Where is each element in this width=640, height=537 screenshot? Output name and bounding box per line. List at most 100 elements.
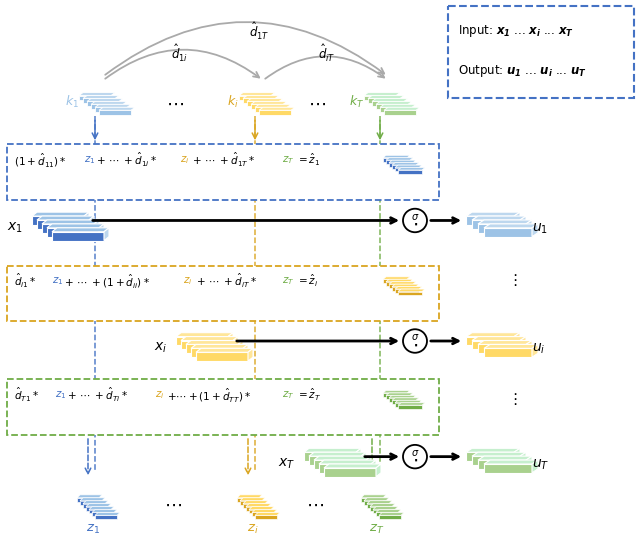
Polygon shape — [89, 506, 114, 510]
Bar — [478, 460, 526, 469]
Polygon shape — [392, 284, 419, 287]
Bar — [478, 224, 526, 233]
Text: $\sigma$: $\sigma$ — [411, 212, 419, 222]
Text: $\sigma$: $\sigma$ — [411, 448, 419, 458]
Text: $u_1$: $u_1$ — [532, 221, 548, 236]
Text: $\hat{d}_{1i}$: $\hat{d}_{1i}$ — [172, 43, 189, 64]
Text: $+\cdots+(1+\hat{d}_{TT})*$: $+\cdots+(1+\hat{d}_{TT})*$ — [167, 386, 251, 404]
Bar — [398, 170, 422, 174]
Bar — [380, 107, 412, 112]
Bar — [389, 163, 413, 166]
Bar — [472, 220, 520, 229]
Text: $z_i$: $z_i$ — [155, 389, 164, 401]
Polygon shape — [526, 340, 532, 353]
Bar — [176, 337, 228, 345]
Text: $+\ \cdots\ +\hat{d}_{1T}*$: $+\ \cdots\ +\hat{d}_{1T}*$ — [192, 151, 255, 169]
Bar — [95, 516, 117, 519]
Bar — [364, 500, 386, 505]
Bar — [383, 158, 407, 162]
Bar — [181, 340, 233, 350]
Text: $x_1$: $x_1$ — [7, 220, 23, 235]
Bar — [398, 292, 422, 295]
Polygon shape — [251, 101, 287, 104]
Bar — [243, 504, 265, 507]
Bar — [319, 464, 371, 473]
Text: $\cdot$: $\cdot$ — [412, 215, 418, 234]
Polygon shape — [386, 158, 413, 160]
Polygon shape — [386, 279, 413, 282]
Polygon shape — [239, 92, 275, 96]
Polygon shape — [484, 460, 538, 464]
Polygon shape — [466, 212, 520, 216]
Text: Input: $\bfit{x}_1$ ... $\bfit{x}_i$ ... $\bfit{x}_T$: Input: $\bfit{x}_1$ ... $\bfit{x}_i$ ...… — [458, 23, 574, 39]
Polygon shape — [52, 228, 109, 232]
Bar — [386, 160, 410, 164]
Polygon shape — [367, 500, 392, 504]
Text: $\cdots$: $\cdots$ — [164, 496, 182, 514]
Polygon shape — [514, 448, 520, 461]
Polygon shape — [364, 498, 389, 500]
Polygon shape — [314, 456, 371, 460]
Text: $\cdots$: $\cdots$ — [306, 496, 324, 514]
Polygon shape — [478, 456, 532, 460]
Bar — [309, 456, 361, 465]
Bar — [237, 498, 259, 502]
Bar — [472, 456, 520, 465]
Text: $z_1$: $z_1$ — [55, 389, 67, 401]
Polygon shape — [478, 220, 532, 224]
FancyBboxPatch shape — [7, 144, 439, 200]
Polygon shape — [376, 101, 412, 104]
Text: $z_i$: $z_i$ — [247, 523, 259, 536]
Bar — [42, 224, 94, 233]
Bar — [395, 289, 419, 293]
Polygon shape — [237, 495, 262, 498]
Bar — [392, 400, 416, 404]
Text: $z_T$: $z_T$ — [282, 275, 294, 287]
Polygon shape — [520, 452, 526, 465]
Polygon shape — [466, 448, 520, 452]
Polygon shape — [371, 460, 376, 473]
Text: $\hat{d}_{iT}$: $\hat{d}_{iT}$ — [318, 43, 336, 64]
Text: $=\hat{z}_1$: $=\hat{z}_1$ — [296, 151, 320, 168]
Text: $\hat{d}_{i1}*$: $\hat{d}_{i1}*$ — [14, 272, 36, 291]
Polygon shape — [532, 344, 538, 357]
Bar — [379, 516, 401, 519]
Polygon shape — [92, 510, 117, 512]
Polygon shape — [91, 101, 127, 104]
Polygon shape — [255, 512, 280, 516]
Polygon shape — [386, 393, 413, 395]
Polygon shape — [532, 224, 538, 237]
Text: $k_1$: $k_1$ — [65, 94, 79, 110]
Text: $+\ \cdots\ +\hat{d}_{1i}*$: $+\ \cdots\ +\hat{d}_{1i}*$ — [96, 151, 157, 169]
Text: $z_T$: $z_T$ — [282, 154, 294, 165]
Bar — [466, 337, 514, 345]
Text: $k_T$: $k_T$ — [349, 94, 364, 110]
Text: $z_1$: $z_1$ — [52, 275, 63, 287]
Polygon shape — [532, 460, 538, 473]
Text: $u_T$: $u_T$ — [532, 458, 549, 471]
Bar — [484, 228, 532, 237]
Polygon shape — [384, 107, 420, 110]
Bar — [99, 110, 131, 115]
Text: $\vdots$: $\vdots$ — [507, 272, 517, 288]
Polygon shape — [87, 98, 123, 101]
Polygon shape — [392, 163, 419, 165]
Polygon shape — [319, 460, 376, 464]
Bar — [384, 110, 416, 115]
Text: $=\hat{z}_T$: $=\hat{z}_T$ — [296, 387, 321, 403]
Polygon shape — [392, 398, 419, 400]
Text: $\cdot$: $\cdot$ — [412, 451, 418, 470]
Polygon shape — [309, 452, 366, 456]
Circle shape — [403, 445, 427, 468]
Bar — [368, 98, 400, 104]
Polygon shape — [389, 160, 416, 163]
Polygon shape — [99, 107, 135, 110]
Bar — [398, 405, 422, 409]
Polygon shape — [104, 228, 109, 241]
Text: $(1+\hat{d}_{11})*$: $(1+\hat{d}_{11})*$ — [14, 151, 67, 169]
Bar — [32, 216, 84, 225]
Text: $\hat{d}_{1T}$: $\hat{d}_{1T}$ — [249, 21, 269, 42]
Bar — [77, 498, 99, 502]
Text: $z_i$: $z_i$ — [180, 154, 189, 165]
Bar — [304, 452, 356, 461]
